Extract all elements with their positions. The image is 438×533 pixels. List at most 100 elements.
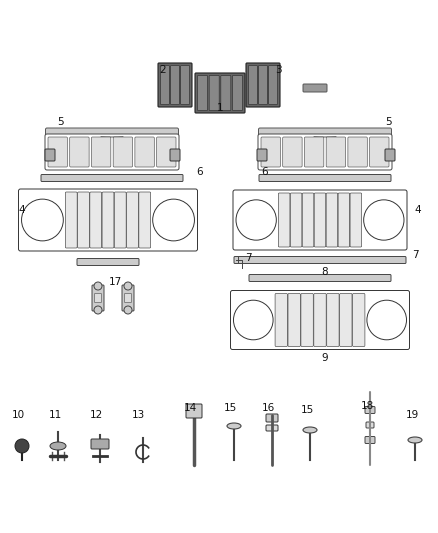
FancyBboxPatch shape	[269, 66, 278, 104]
FancyBboxPatch shape	[233, 76, 243, 110]
FancyBboxPatch shape	[302, 193, 314, 247]
Text: 13: 13	[131, 410, 145, 420]
FancyBboxPatch shape	[78, 192, 89, 248]
Circle shape	[367, 300, 406, 340]
Ellipse shape	[227, 423, 241, 429]
FancyBboxPatch shape	[290, 193, 302, 247]
Text: 15: 15	[300, 405, 314, 415]
FancyBboxPatch shape	[186, 404, 202, 418]
FancyBboxPatch shape	[209, 76, 219, 110]
Text: 5: 5	[385, 117, 391, 127]
Ellipse shape	[408, 437, 422, 443]
FancyBboxPatch shape	[385, 149, 395, 161]
FancyBboxPatch shape	[45, 134, 179, 170]
FancyBboxPatch shape	[157, 137, 176, 167]
FancyBboxPatch shape	[198, 76, 208, 110]
Text: 3: 3	[275, 65, 281, 75]
Text: 7: 7	[245, 253, 251, 263]
FancyBboxPatch shape	[233, 190, 407, 250]
FancyBboxPatch shape	[326, 193, 338, 247]
Circle shape	[15, 439, 29, 453]
FancyBboxPatch shape	[102, 192, 114, 248]
Text: 19: 19	[406, 410, 419, 420]
Text: 7: 7	[412, 250, 418, 260]
Text: 10: 10	[11, 410, 25, 420]
FancyBboxPatch shape	[135, 137, 154, 167]
FancyBboxPatch shape	[48, 137, 67, 167]
FancyBboxPatch shape	[139, 192, 151, 248]
FancyBboxPatch shape	[258, 128, 392, 136]
FancyBboxPatch shape	[304, 137, 324, 167]
Circle shape	[124, 306, 132, 314]
FancyBboxPatch shape	[92, 285, 104, 311]
Text: 17: 17	[108, 277, 122, 287]
Text: 4: 4	[415, 205, 421, 215]
FancyBboxPatch shape	[124, 294, 131, 303]
FancyBboxPatch shape	[122, 285, 134, 311]
FancyBboxPatch shape	[171, 66, 180, 104]
FancyBboxPatch shape	[195, 73, 245, 113]
Text: 6: 6	[261, 167, 268, 177]
FancyBboxPatch shape	[257, 149, 267, 161]
FancyBboxPatch shape	[234, 256, 406, 263]
FancyBboxPatch shape	[70, 137, 89, 167]
FancyBboxPatch shape	[353, 294, 365, 346]
FancyBboxPatch shape	[114, 192, 126, 248]
FancyBboxPatch shape	[326, 137, 346, 167]
FancyBboxPatch shape	[365, 407, 375, 414]
FancyBboxPatch shape	[248, 66, 257, 104]
FancyBboxPatch shape	[366, 422, 374, 428]
Text: 1: 1	[217, 103, 223, 113]
FancyBboxPatch shape	[338, 193, 350, 247]
FancyBboxPatch shape	[314, 294, 326, 346]
FancyBboxPatch shape	[261, 137, 280, 167]
Text: 12: 12	[89, 410, 102, 420]
FancyBboxPatch shape	[65, 192, 77, 248]
Circle shape	[153, 199, 194, 241]
FancyBboxPatch shape	[113, 137, 133, 167]
FancyBboxPatch shape	[170, 149, 180, 161]
FancyBboxPatch shape	[127, 192, 138, 248]
FancyBboxPatch shape	[230, 290, 410, 350]
Circle shape	[364, 200, 404, 240]
FancyBboxPatch shape	[348, 137, 367, 167]
FancyBboxPatch shape	[283, 137, 302, 167]
FancyBboxPatch shape	[92, 137, 111, 167]
FancyBboxPatch shape	[246, 63, 280, 107]
FancyBboxPatch shape	[221, 76, 231, 110]
FancyBboxPatch shape	[181, 66, 190, 104]
FancyBboxPatch shape	[45, 149, 55, 161]
FancyBboxPatch shape	[41, 174, 183, 182]
FancyBboxPatch shape	[77, 259, 139, 265]
Text: 2: 2	[160, 65, 166, 75]
FancyBboxPatch shape	[278, 193, 290, 247]
FancyBboxPatch shape	[46, 128, 179, 136]
FancyBboxPatch shape	[18, 189, 198, 251]
FancyBboxPatch shape	[249, 274, 391, 281]
FancyBboxPatch shape	[258, 134, 392, 170]
FancyBboxPatch shape	[91, 439, 109, 449]
FancyBboxPatch shape	[258, 66, 267, 104]
FancyBboxPatch shape	[160, 66, 169, 104]
FancyBboxPatch shape	[301, 294, 313, 346]
Text: 14: 14	[184, 403, 197, 413]
FancyBboxPatch shape	[339, 294, 352, 346]
Text: 6: 6	[197, 167, 203, 177]
FancyBboxPatch shape	[259, 174, 391, 182]
FancyBboxPatch shape	[266, 425, 278, 431]
FancyBboxPatch shape	[370, 137, 389, 167]
Text: 5: 5	[57, 117, 64, 127]
FancyBboxPatch shape	[158, 63, 192, 107]
FancyBboxPatch shape	[90, 192, 102, 248]
FancyBboxPatch shape	[266, 414, 278, 422]
Text: 9: 9	[321, 353, 328, 363]
Ellipse shape	[50, 442, 66, 450]
Circle shape	[21, 199, 64, 241]
Text: 11: 11	[48, 410, 62, 420]
FancyBboxPatch shape	[303, 84, 327, 92]
Circle shape	[236, 200, 276, 240]
Text: 15: 15	[223, 403, 237, 413]
Text: 8: 8	[321, 267, 328, 277]
FancyBboxPatch shape	[314, 193, 326, 247]
FancyBboxPatch shape	[327, 294, 339, 346]
